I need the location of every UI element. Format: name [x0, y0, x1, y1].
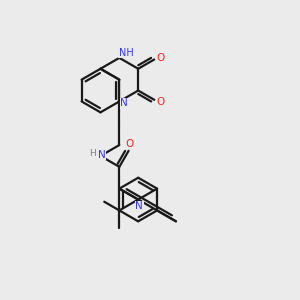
Text: N: N: [120, 98, 128, 108]
Text: O: O: [156, 52, 164, 62]
Text: O: O: [125, 139, 134, 149]
Text: O: O: [156, 97, 164, 107]
Text: H: H: [89, 149, 96, 158]
Text: NH: NH: [119, 48, 134, 58]
Text: N: N: [135, 202, 143, 212]
Text: N: N: [98, 150, 105, 160]
